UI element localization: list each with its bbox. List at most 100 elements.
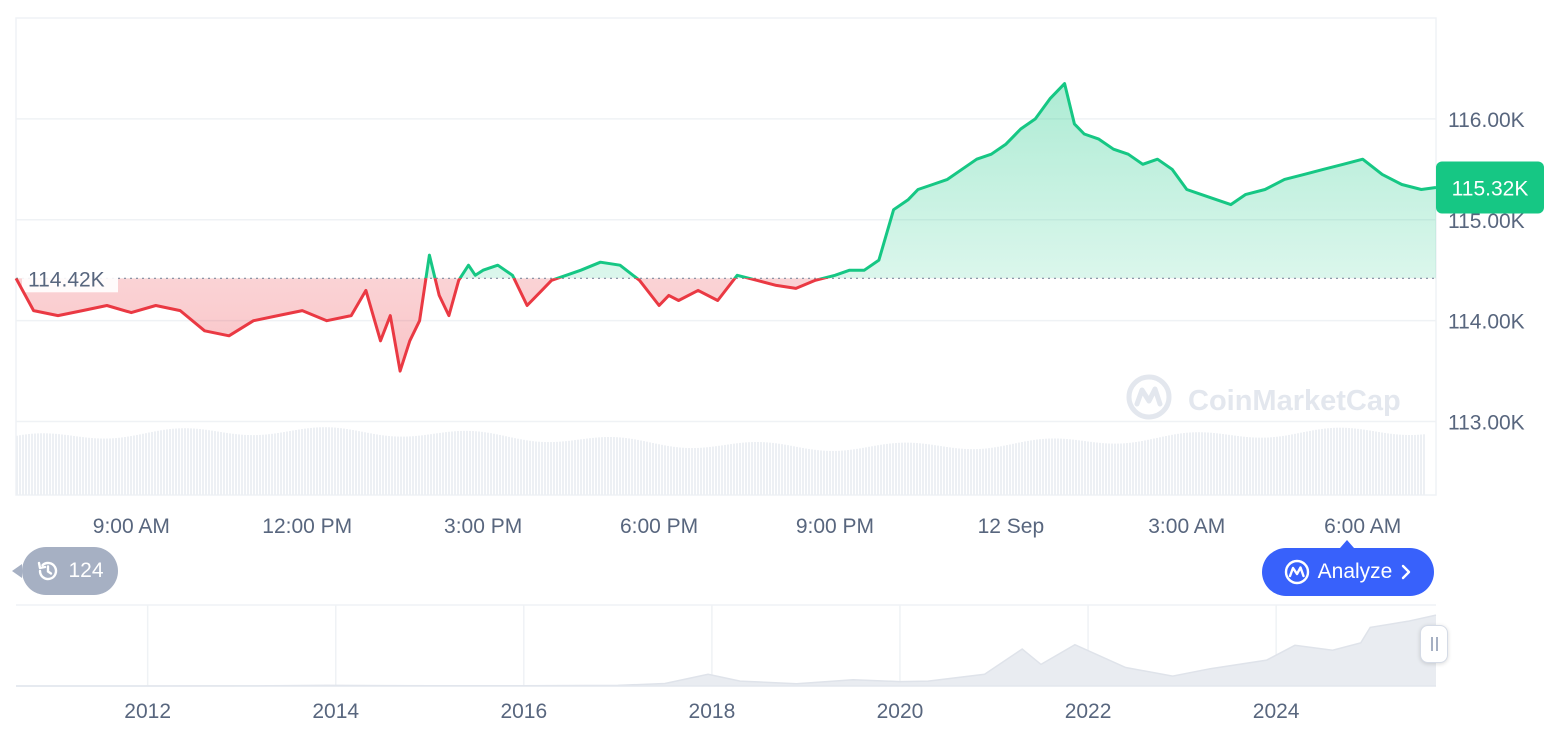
current-price: 115.32K	[1436, 161, 1544, 214]
volume-bar	[541, 441, 543, 495]
volume-bar	[445, 432, 447, 495]
volume-bar	[1414, 434, 1416, 495]
volume-bar	[1234, 435, 1236, 495]
x-tick-label: 6:00 AM	[1324, 515, 1401, 538]
volume-bar	[1120, 443, 1122, 495]
volume-bar	[1009, 444, 1011, 495]
volume-bar	[649, 442, 651, 495]
volume-bar	[1402, 434, 1404, 495]
volume-bar	[154, 431, 156, 495]
volume-bar	[775, 443, 777, 495]
volume-bar	[1039, 439, 1041, 495]
volume-bar	[523, 439, 525, 495]
volume-bar	[1129, 442, 1131, 495]
volume-bar	[958, 448, 960, 495]
volume-bar	[979, 448, 981, 495]
volume-bar	[880, 444, 882, 495]
volume-bar	[46, 433, 48, 495]
volume-bar	[1066, 439, 1068, 495]
volume-bar	[133, 435, 135, 495]
analyze-button[interactable]: Analyze	[1262, 540, 1434, 596]
volume-bar	[877, 445, 879, 495]
volume-bar	[49, 433, 51, 495]
volume-bar	[433, 433, 435, 495]
volume-bar	[1279, 436, 1281, 495]
volume-bar	[145, 433, 147, 495]
volume-bar	[1141, 440, 1143, 495]
volume-bar	[796, 446, 798, 495]
volume-bar	[1144, 440, 1146, 495]
volume-bar	[529, 440, 531, 495]
volume-bar	[751, 442, 753, 495]
volume-bar	[1078, 440, 1080, 495]
volume-bar	[826, 450, 828, 495]
volume-bar	[271, 433, 273, 495]
volume-bar	[61, 434, 63, 495]
volume-bar	[1303, 432, 1305, 495]
volume-bar	[1087, 441, 1089, 495]
volume-bar	[349, 429, 351, 495]
volume-bar	[118, 437, 120, 495]
volume-bar	[526, 440, 528, 495]
volume-bar	[1189, 432, 1191, 495]
volume-bar	[1285, 435, 1287, 495]
volume-bar	[85, 437, 87, 495]
volume-bar	[1255, 437, 1257, 495]
volume-bar	[91, 438, 93, 495]
history-button[interactable]: 124	[12, 547, 118, 595]
y-tick-label: 116.00K	[1448, 109, 1525, 132]
navigator-handle[interactable]	[1420, 625, 1448, 663]
history-clock-icon	[38, 561, 58, 581]
volume-bar	[919, 443, 921, 495]
volume-bar	[937, 445, 939, 495]
volume-bar	[658, 444, 660, 495]
volume-bar	[1240, 436, 1242, 495]
volume-bar	[895, 442, 897, 495]
coinmarketcap-logo-icon	[1284, 559, 1309, 585]
volume-bar	[418, 435, 420, 495]
volume-bar	[1270, 437, 1272, 495]
volume-bar	[790, 445, 792, 495]
volume-bar	[223, 432, 225, 495]
x-tick-label: 9:00 AM	[93, 515, 170, 538]
navigator-chart[interactable]: 2012 2014 2016 2018 2020 2022 2024	[15, 604, 1437, 723]
volume-bar	[1384, 432, 1386, 495]
volume-bar	[379, 434, 381, 495]
volume-bar	[499, 434, 501, 495]
volume-bar	[331, 427, 333, 495]
volume-bar	[865, 447, 867, 495]
volume-bar	[679, 447, 681, 495]
volume-bar	[232, 433, 234, 495]
volume-bar	[1219, 433, 1221, 495]
volume-bar	[991, 447, 993, 495]
volume-bar	[535, 441, 537, 495]
volume-bar	[607, 437, 609, 495]
volume-bar	[1288, 434, 1290, 495]
navigator-x-tick-label: 2018	[689, 700, 736, 723]
volume-bar	[1012, 443, 1014, 495]
volume-bar	[586, 438, 588, 495]
volume-bar	[1072, 439, 1074, 495]
volume-bar	[1048, 438, 1050, 495]
volume-bar	[1237, 436, 1239, 495]
volume-bar	[1291, 434, 1293, 495]
volume-bar	[532, 441, 534, 495]
volume-bar	[382, 435, 384, 495]
volume-bar	[859, 448, 861, 495]
volume-bar	[628, 438, 630, 495]
volume-bar	[982, 448, 984, 495]
chevron-right-icon	[1402, 564, 1411, 580]
volume-bar	[508, 436, 510, 495]
volume-bar	[1198, 432, 1200, 495]
volume-bar	[478, 431, 480, 495]
volume-bar	[250, 435, 252, 495]
volume-bar	[889, 443, 891, 495]
volume-bar	[142, 433, 144, 495]
volume-bar	[229, 433, 231, 495]
navigator-x-tick-label: 2012	[124, 700, 171, 723]
volume-bar	[1282, 435, 1284, 495]
volume-bar	[94, 438, 96, 495]
volume-bar	[643, 441, 645, 495]
volume-bar	[592, 437, 594, 495]
